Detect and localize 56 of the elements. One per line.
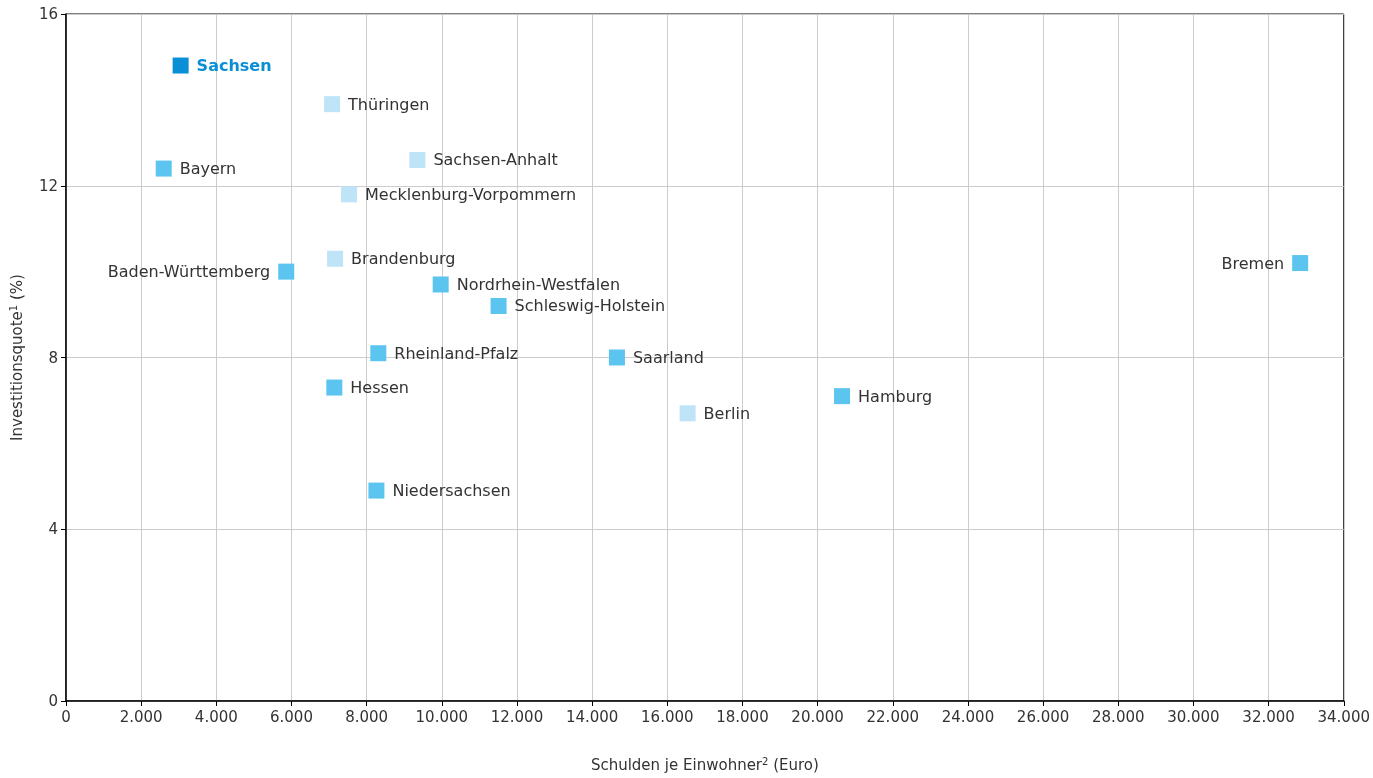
- point: [409, 151, 426, 168]
- y-axis-title: Investitionsquote1 (%): [7, 274, 26, 441]
- series-label: Mecklenburg-Vorpommern: [364, 184, 577, 204]
- x-tick-label: 12.000: [490, 707, 544, 726]
- x-tick-label: 16.000: [641, 707, 694, 726]
- x-tick-label: 32.000: [1242, 707, 1295, 726]
- y-tick-label: 0: [48, 692, 58, 710]
- x-tick-label: 10.000: [415, 707, 469, 726]
- x-tick-label: 30.000: [1167, 707, 1220, 726]
- point: [155, 160, 172, 177]
- point: [327, 250, 344, 267]
- series-label: Schleswig-Holstein: [514, 296, 666, 316]
- series-label: Thüringen: [347, 94, 430, 114]
- x-tick-label: 6.000: [270, 707, 313, 726]
- point: [278, 263, 295, 280]
- series-label: Nordrhein-Westfalen: [456, 275, 621, 295]
- x-tick-label: 26.000: [1016, 707, 1070, 726]
- point: [490, 297, 507, 314]
- series-label: Niedersachsen: [392, 481, 511, 501]
- x-tick-label: 14.000: [565, 707, 619, 726]
- series-label: Berlin: [703, 403, 751, 423]
- y-tick-label: 16: [38, 5, 58, 23]
- series-label: Bremen: [1221, 253, 1285, 273]
- y-tick-label: 8: [48, 348, 58, 367]
- x-tick-label: 8.000: [345, 707, 389, 726]
- x-tick-label: 2.000: [119, 707, 163, 726]
- x-tick-label: 28.000: [1092, 707, 1145, 726]
- point: [1292, 255, 1309, 272]
- x-tick-label: 34.000: [1317, 707, 1371, 726]
- point: [326, 379, 343, 396]
- series-label: Brandenburg: [351, 249, 456, 269]
- point: [324, 96, 341, 113]
- series-label: Saarland: [632, 348, 704, 367]
- point: [370, 345, 387, 362]
- x-tick-label: 18.000: [716, 707, 769, 726]
- series-label: Rheinland-Pfalz: [394, 343, 519, 363]
- point: [340, 186, 357, 203]
- point: [368, 482, 385, 499]
- y-tick-label: 4: [48, 520, 58, 539]
- x-tick-label: 22.000: [866, 707, 920, 726]
- x-tick-label: 0: [61, 707, 71, 726]
- point: [834, 388, 851, 405]
- series-label: Hamburg: [858, 386, 933, 406]
- point: [679, 405, 696, 422]
- series-label: Sachsen: [196, 56, 272, 76]
- point: [172, 57, 189, 74]
- x-tick-label: 4.000: [194, 707, 238, 726]
- x-tick-label: 20.000: [791, 707, 844, 726]
- series-label: Hessen: [350, 378, 409, 398]
- point: [432, 276, 449, 293]
- point: [608, 349, 625, 366]
- y-tick-label: 12: [38, 176, 58, 195]
- series-label: Baden-Württemberg: [107, 262, 271, 282]
- series-label: Sachsen-Anhalt: [433, 150, 558, 170]
- x-tick-label: 24.000: [941, 707, 995, 726]
- series-label: Bayern: [179, 159, 237, 179]
